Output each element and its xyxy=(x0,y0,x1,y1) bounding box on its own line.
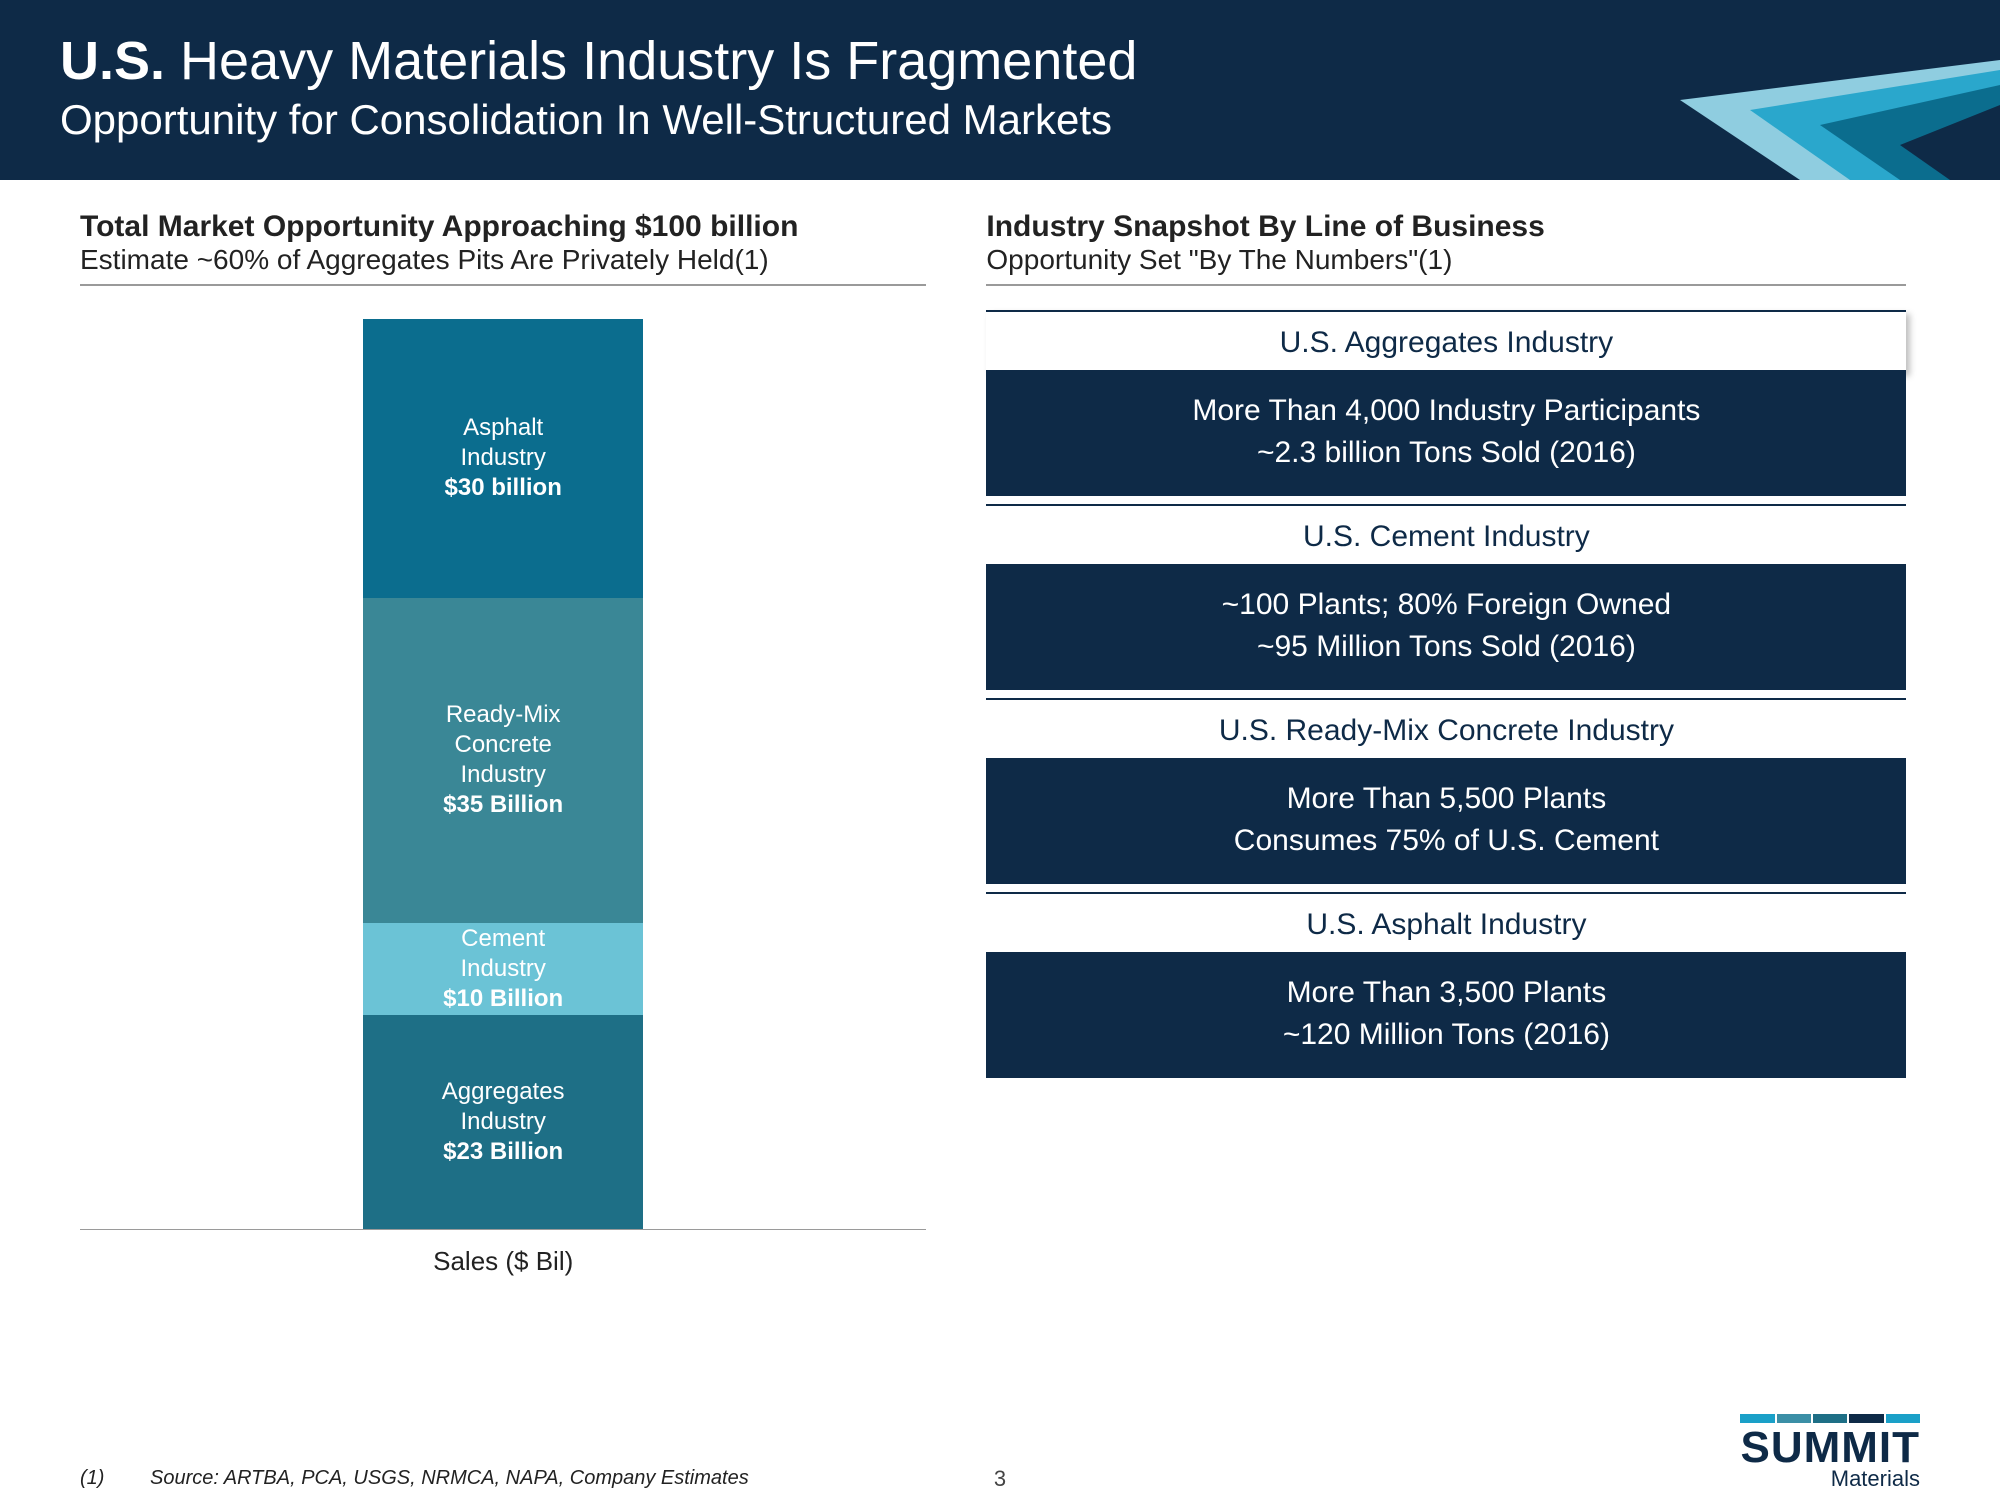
right-subtitle-ref: (1) xyxy=(1418,244,1452,275)
slide-title-bold: U.S. xyxy=(60,31,165,91)
panel-body-line: ~95 Million Tons Sold (2016) xyxy=(986,626,1906,668)
slide-title-rest: Heavy Materials Industry Is Fragmented xyxy=(165,31,1137,91)
panel-body: ~100 Plants; 80% Foreign Owned~95 Millio… xyxy=(986,566,1906,690)
footnote-ref: (1) xyxy=(80,1467,104,1489)
page-number: 3 xyxy=(994,1466,1006,1492)
right-subtitle-row: Opportunity Set "By The Numbers"(1) xyxy=(986,244,1906,276)
left-title: Total Market Opportunity Approaching $10… xyxy=(80,210,926,244)
right-subtitle: Opportunity Set "By The Numbers" xyxy=(986,244,1418,275)
left-rule xyxy=(80,284,926,286)
industry-panels: U.S. Aggregates IndustryMore Than 4,000 … xyxy=(986,310,1906,1078)
slide-title: U.S. Heavy Materials Industry Is Fragmen… xyxy=(60,30,1940,92)
seg-label: Industry xyxy=(461,1107,546,1137)
bar-segment: AggregatesIndustry$23 Billion xyxy=(363,1015,643,1229)
panel-body-line: ~2.3 billion Tons Sold (2016) xyxy=(986,432,1906,474)
seg-value: $30 billion xyxy=(445,473,562,503)
industry-panel: U.S. Asphalt IndustryMore Than 3,500 Pla… xyxy=(986,892,1906,1078)
left-column: Total Market Opportunity Approaching $10… xyxy=(80,210,926,1277)
right-title: Industry Snapshot By Line of Business xyxy=(986,210,1906,244)
panel-body-line: ~100 Plants; 80% Foreign Owned xyxy=(986,584,1906,626)
seg-value: $23 Billion xyxy=(443,1137,563,1167)
industry-panel: U.S. Cement Industry~100 Plants; 80% For… xyxy=(986,504,1906,690)
logo-text: SUMMIT xyxy=(1740,1426,1920,1470)
bar-segment: Ready-MixConcreteIndustry$35 Billion xyxy=(363,598,643,923)
logo-bars-icon xyxy=(1740,1414,1920,1423)
seg-label: Industry xyxy=(461,954,546,984)
company-logo: SUMMIT Materials xyxy=(1740,1426,1920,1490)
left-subtitle-ref: (1) xyxy=(734,244,768,275)
panel-body-line: ~120 Million Tons (2016) xyxy=(986,1014,1906,1056)
panel-body-line: More Than 5,500 Plants xyxy=(986,778,1906,820)
seg-value: $35 Billion xyxy=(443,790,563,820)
bar-segment: CementIndustry$10 Billion xyxy=(363,923,643,1016)
seg-value: $10 Billion xyxy=(443,984,563,1014)
seg-label: Aggregates xyxy=(442,1077,565,1107)
panel-head: U.S. Aggregates Industry xyxy=(986,310,1906,372)
left-subtitle-row: Estimate ~60% of Aggregates Pits Are Pri… xyxy=(80,244,926,276)
panel-head: U.S. Asphalt Industry xyxy=(986,892,1906,954)
panel-body-line: More Than 3,500 Plants xyxy=(986,972,1906,1014)
panel-body: More Than 5,500 PlantsConsumes 75% of U.… xyxy=(986,760,1906,884)
seg-label: Asphalt xyxy=(463,413,543,443)
seg-label: Concrete xyxy=(454,730,551,760)
stacked-bar: AsphaltIndustry$30 billionReady-MixConcr… xyxy=(363,319,643,1229)
seg-label: Industry xyxy=(461,443,546,473)
x-axis-label: Sales ($ Bil) xyxy=(80,1246,926,1277)
slide-header: U.S. Heavy Materials Industry Is Fragmen… xyxy=(0,0,2000,180)
left-subtitle: Estimate ~60% of Aggregates Pits Are Pri… xyxy=(80,244,734,275)
slide-subtitle: Opportunity for Consolidation In Well-St… xyxy=(60,96,1940,144)
stacked-bar-chart: AsphaltIndustry$30 billionReady-MixConcr… xyxy=(80,310,926,1230)
footnote-source: Source: ARTBA, PCA, USGS, NRMCA, NAPA, C… xyxy=(150,1467,749,1489)
seg-label: Ready-Mix xyxy=(446,700,561,730)
panel-body: More Than 3,500 Plants~120 Million Tons … xyxy=(986,954,1906,1078)
footnote: (1) Source: ARTBA, PCA, USGS, NRMCA, NAP… xyxy=(80,1467,749,1490)
right-column: Industry Snapshot By Line of Business Op… xyxy=(986,210,1906,1277)
panel-head: U.S. Ready-Mix Concrete Industry xyxy=(986,698,1906,760)
right-rule xyxy=(986,284,1906,286)
panel-body: More Than 4,000 Industry Participants~2.… xyxy=(986,372,1906,496)
industry-panel: U.S. Ready-Mix Concrete IndustryMore Tha… xyxy=(986,698,1906,884)
seg-label: Industry xyxy=(461,760,546,790)
slide-content: Total Market Opportunity Approaching $10… xyxy=(0,180,2000,1277)
seg-label: Cement xyxy=(461,924,545,954)
panel-head: U.S. Cement Industry xyxy=(986,504,1906,566)
panel-body-line: Consumes 75% of U.S. Cement xyxy=(986,820,1906,862)
panel-body-line: More Than 4,000 Industry Participants xyxy=(986,390,1906,432)
bar-segment: AsphaltIndustry$30 billion xyxy=(363,319,643,598)
industry-panel: U.S. Aggregates IndustryMore Than 4,000 … xyxy=(986,310,1906,496)
